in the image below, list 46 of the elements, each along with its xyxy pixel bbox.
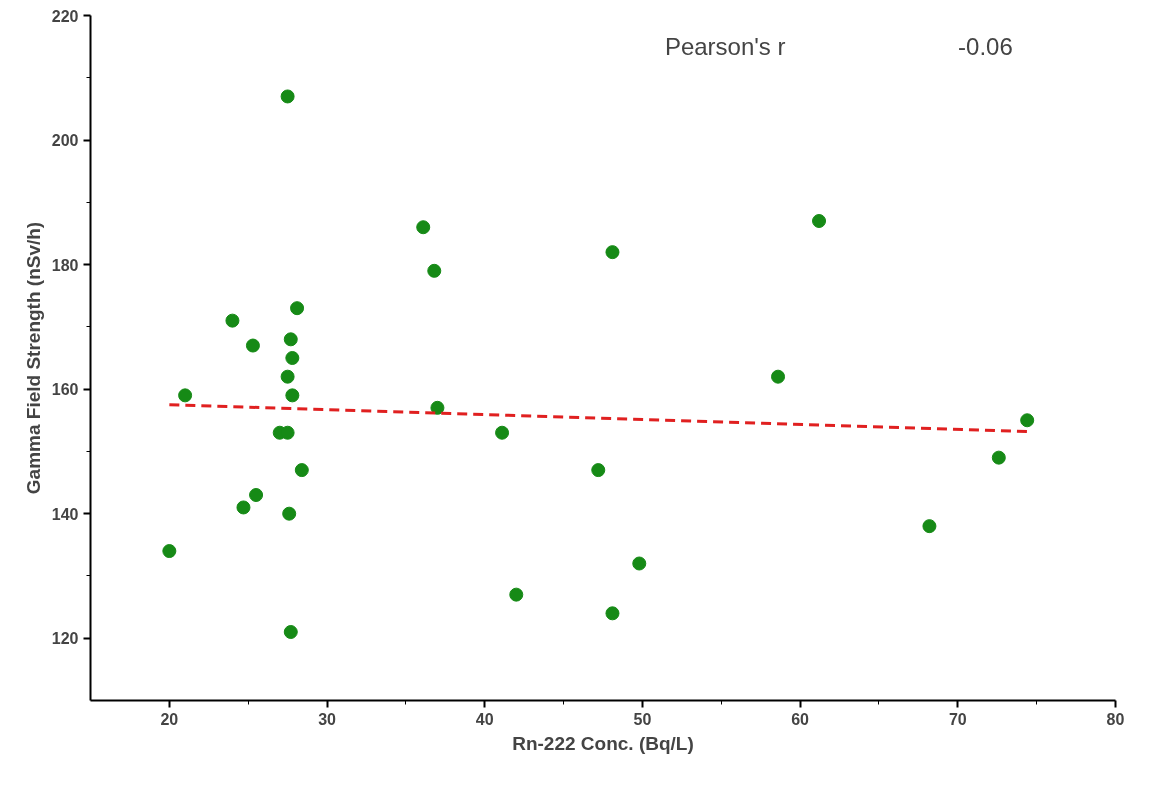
- point: [290, 301, 305, 316]
- point: [495, 425, 510, 440]
- y-tick-label: 180: [51, 256, 79, 274]
- point: [178, 388, 193, 403]
- point: [285, 351, 300, 365]
- y-tick-label: 160: [51, 381, 79, 399]
- point: [280, 369, 295, 384]
- point: [605, 245, 620, 260]
- point: [283, 332, 298, 347]
- x-axis-title: Rn-222 Conc. (Bq/L): [512, 732, 694, 754]
- x-tick-label: 20: [160, 710, 179, 728]
- point: [236, 500, 251, 515]
- y-tick-label: 140: [51, 505, 79, 523]
- x-tick-label: 70: [948, 710, 967, 728]
- x-tick-label: 60: [791, 710, 810, 728]
- annotation: -0.06: [958, 33, 1013, 61]
- point: [771, 369, 786, 384]
- point: [249, 488, 264, 502]
- point: [991, 450, 1006, 465]
- annotation: Pearson's r: [664, 33, 786, 61]
- point: [294, 463, 309, 478]
- point: [509, 587, 524, 602]
- point: [416, 220, 431, 235]
- y-tick-label: 120: [51, 630, 79, 648]
- point: [632, 556, 647, 571]
- x-tick-label: 30: [318, 710, 337, 728]
- point: [280, 89, 295, 104]
- y-tick-label: 220: [51, 7, 79, 25]
- point: [285, 388, 300, 403]
- point: [225, 313, 240, 328]
- point: [282, 506, 297, 521]
- x-tick-label: 50: [633, 710, 652, 728]
- point: [1020, 413, 1035, 428]
- x-tick-label: 40: [475, 710, 494, 728]
- point: [591, 463, 606, 478]
- x-tick-label: 80: [1106, 710, 1125, 728]
- point: [812, 214, 827, 228]
- point: [283, 625, 298, 639]
- point: [427, 263, 442, 278]
- y-axis-title: Gamma Field Strength (nSv/h): [22, 221, 44, 495]
- point: [605, 606, 620, 621]
- point: [430, 400, 445, 415]
- point: [245, 338, 260, 353]
- y-tick-label: 200: [51, 132, 79, 150]
- point: [922, 519, 937, 534]
- point: [162, 544, 177, 559]
